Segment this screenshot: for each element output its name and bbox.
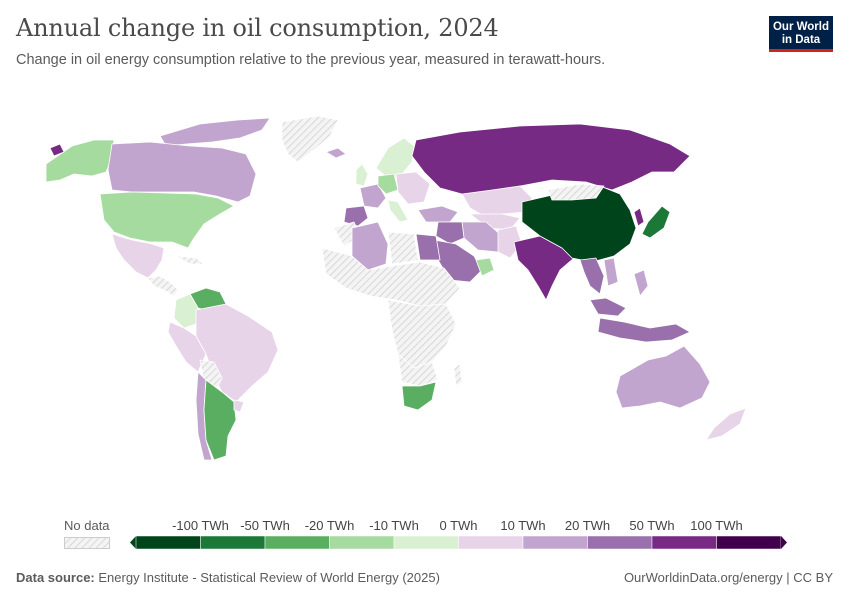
region-argentina[interactable] [203, 379, 237, 461]
legend-bin[interactable] [716, 535, 782, 550]
legend-bin[interactable] [393, 535, 459, 550]
region-libya[interactable] [387, 231, 419, 265]
region-usa[interactable] [99, 191, 235, 249]
region-vietnam[interactable] [603, 257, 619, 287]
region-canada[interactable] [107, 141, 257, 203]
region-south-africa[interactable] [401, 381, 437, 411]
region-turkey[interactable] [417, 205, 459, 223]
region-madagascar[interactable] [453, 363, 463, 387]
chart-subtitle: Change in oil energy consumption relativ… [16, 52, 606, 68]
region-spain[interactable] [343, 205, 369, 227]
region-korea[interactable] [633, 207, 645, 227]
legend-tick-label: 0 TWh [439, 518, 478, 533]
legend-no-data-label: No data [64, 518, 110, 533]
source-text[interactable]: Energy Institute - Statistical Review of… [98, 570, 440, 585]
region-iceland[interactable] [325, 147, 347, 159]
region-central-africa[interactable] [387, 299, 457, 369]
legend-tick-label: 10 TWh [500, 518, 546, 533]
legend-bin[interactable] [651, 535, 717, 550]
region-malaysia[interactable] [589, 297, 627, 317]
legend-tick-label: -100 TWh [172, 518, 229, 533]
legend-tick-label: 100 TWh [690, 518, 743, 533]
chart-title: Annual change in oil consumption, 2024 [16, 14, 499, 42]
region-iraq-syria[interactable] [435, 221, 465, 245]
region-uae-oman[interactable] [475, 257, 495, 277]
legend-bin[interactable] [522, 535, 588, 550]
logo-line-2: in Data [781, 33, 821, 46]
legend-arrow-right [781, 536, 787, 549]
region-italy[interactable] [387, 199, 409, 223]
legend-bin[interactable] [587, 535, 653, 550]
legend-bin[interactable] [200, 535, 266, 550]
legend-no-data-swatch[interactable] [64, 537, 110, 549]
region-philippines[interactable] [633, 269, 649, 297]
region-indonesia[interactable] [597, 317, 691, 343]
legend-bin[interactable] [135, 535, 201, 550]
legend-bin[interactable] [264, 535, 330, 550]
region-myanmar-thailand[interactable] [579, 257, 605, 295]
region-canada-islands[interactable] [159, 117, 271, 147]
region-mongolia[interactable] [547, 183, 605, 201]
region-alaska-tip[interactable] [49, 143, 65, 157]
region-egypt[interactable] [415, 233, 441, 261]
region-uk[interactable] [355, 163, 369, 187]
region-sahel[interactable] [321, 247, 461, 307]
region-uruguay[interactable] [233, 399, 245, 413]
owid-logo[interactable]: Our World in Data [769, 16, 833, 52]
region-greenland[interactable] [281, 115, 339, 163]
legend-tick-label: 50 TWh [629, 518, 675, 533]
region-russia[interactable] [411, 123, 691, 195]
region-mexico[interactable] [111, 233, 165, 279]
footer-source: Data source: Energy Institute - Statisti… [16, 570, 440, 585]
region-new-zealand[interactable] [705, 407, 747, 441]
region-central-america[interactable] [147, 275, 179, 297]
logo-line-1: Our World [772, 21, 829, 33]
region-eastern-europe[interactable] [395, 171, 431, 205]
region-alaska[interactable] [45, 139, 115, 183]
legend-tick-label: 20 TWh [564, 518, 611, 533]
region-france[interactable] [359, 183, 387, 209]
region-cuba[interactable] [175, 255, 205, 265]
legend-bin[interactable] [458, 535, 524, 550]
world-map[interactable] [0, 110, 850, 480]
region-southern-africa[interactable] [397, 353, 439, 387]
region-japan[interactable] [641, 205, 671, 239]
region-germany[interactable] [377, 173, 399, 195]
legend-arrow-left [130, 536, 136, 549]
legend-tick-label: -50 TWh [240, 518, 290, 533]
legend-tick-label: -20 TWh [304, 518, 355, 533]
source-label: Data source: [16, 570, 95, 585]
region-australia[interactable] [615, 345, 711, 409]
legend-tick-label: -10 TWh [369, 518, 419, 533]
legend-bin[interactable] [329, 535, 395, 550]
footer-url[interactable]: OurWorldinData.org/energy | CC BY [623, 570, 833, 585]
